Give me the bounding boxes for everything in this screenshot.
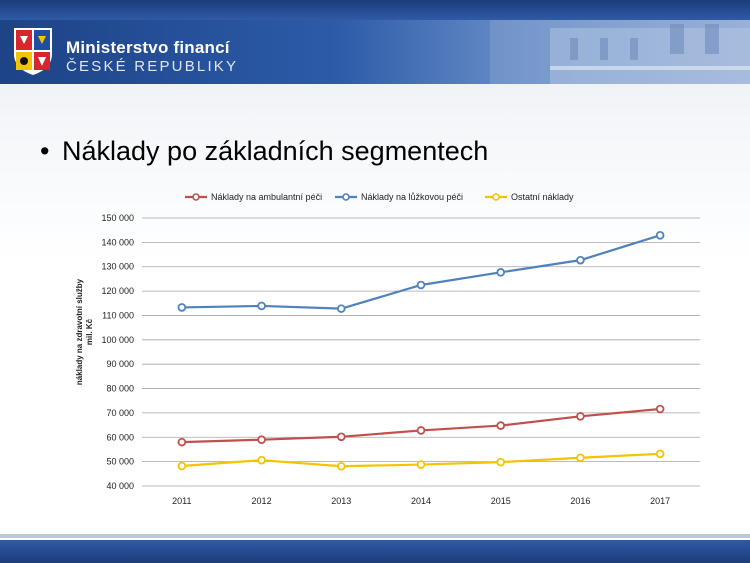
ministry-name: Ministerstvo financí xyxy=(66,38,230,57)
legend-marker xyxy=(192,193,200,201)
y-axis-title: mil. Kč xyxy=(85,318,94,345)
legend-label: Náklady na lůžkovou péči xyxy=(361,192,463,202)
title-bullet: • xyxy=(40,136,50,166)
bottom-band xyxy=(0,540,750,563)
data-point xyxy=(416,426,426,435)
x-tick-label: 2013 xyxy=(331,496,351,506)
slide-title: • Náklady po základních segmentech xyxy=(40,136,488,167)
data-point xyxy=(496,457,506,467)
header-banner: Ministerstvo financí ČESKÉ REPUBLIKY xyxy=(0,20,750,84)
y-tick-label: 120 000 xyxy=(101,286,134,296)
ministry-subtitle: ČESKÉ REPUBLIKY xyxy=(66,58,239,75)
y-tick-label: 70 000 xyxy=(106,408,134,418)
y-tick-label: 110 000 xyxy=(102,310,134,320)
bottom-divider xyxy=(0,534,750,538)
building-image xyxy=(490,20,750,84)
y-tick-label: 90 000 xyxy=(106,359,134,369)
data-point xyxy=(257,435,266,445)
x-tick-label: 2012 xyxy=(252,496,272,506)
data-point xyxy=(576,412,585,421)
data-point xyxy=(257,301,266,311)
data-point xyxy=(336,304,346,313)
legend-marker xyxy=(342,193,350,201)
x-tick-label: 2014 xyxy=(411,496,431,506)
line-chart: 40 000 50 000 60 000 70 000 80 000 90 000 100 … xyxy=(75,192,700,506)
coat-of-arms-logo xyxy=(14,28,52,75)
series-line xyxy=(181,234,661,310)
x-tick-label: 2015 xyxy=(491,496,511,506)
x-tick-label: 2016 xyxy=(570,496,590,506)
y-tick-label: 140 000 xyxy=(101,237,134,247)
data-point xyxy=(576,255,585,265)
y-tick-label: 130 000 xyxy=(101,262,134,272)
legend-label: Ostatní náklady xyxy=(511,192,574,202)
data-point xyxy=(257,455,266,465)
top-band xyxy=(0,0,750,20)
data-point xyxy=(576,453,585,463)
data-point xyxy=(655,404,665,414)
data-point xyxy=(496,268,506,277)
y-tick-label: 150 000 xyxy=(101,213,134,223)
data-point xyxy=(177,303,187,312)
y-tick-label: 50 000 xyxy=(106,457,134,467)
x-tick-label: 2011 xyxy=(172,496,191,506)
y-tick-label: 60 000 xyxy=(106,432,134,442)
legend-marker xyxy=(492,193,500,201)
y-axis-title: náklady na zdravotní služby xyxy=(75,278,84,385)
x-tick-label: 2017 xyxy=(650,496,670,506)
data-point xyxy=(177,437,187,447)
data-point xyxy=(655,449,665,459)
data-point xyxy=(416,280,426,290)
data-point xyxy=(177,461,187,471)
slide-title-text: Náklady po základních segmentech xyxy=(62,136,489,166)
y-tick-label: 40 000 xyxy=(106,481,134,491)
data-point xyxy=(496,421,506,430)
data-point xyxy=(336,432,346,442)
data-point xyxy=(336,461,346,471)
data-point xyxy=(416,460,426,469)
chart: 40 000 50 000 60 000 70 000 80 000 90 000 100 … xyxy=(70,182,720,507)
y-tick-label: 80 000 xyxy=(106,384,134,394)
y-tick-label: 100 000 xyxy=(101,335,134,345)
data-point xyxy=(655,230,665,240)
legend-label: Náklady na ambulantní péči xyxy=(211,192,322,202)
